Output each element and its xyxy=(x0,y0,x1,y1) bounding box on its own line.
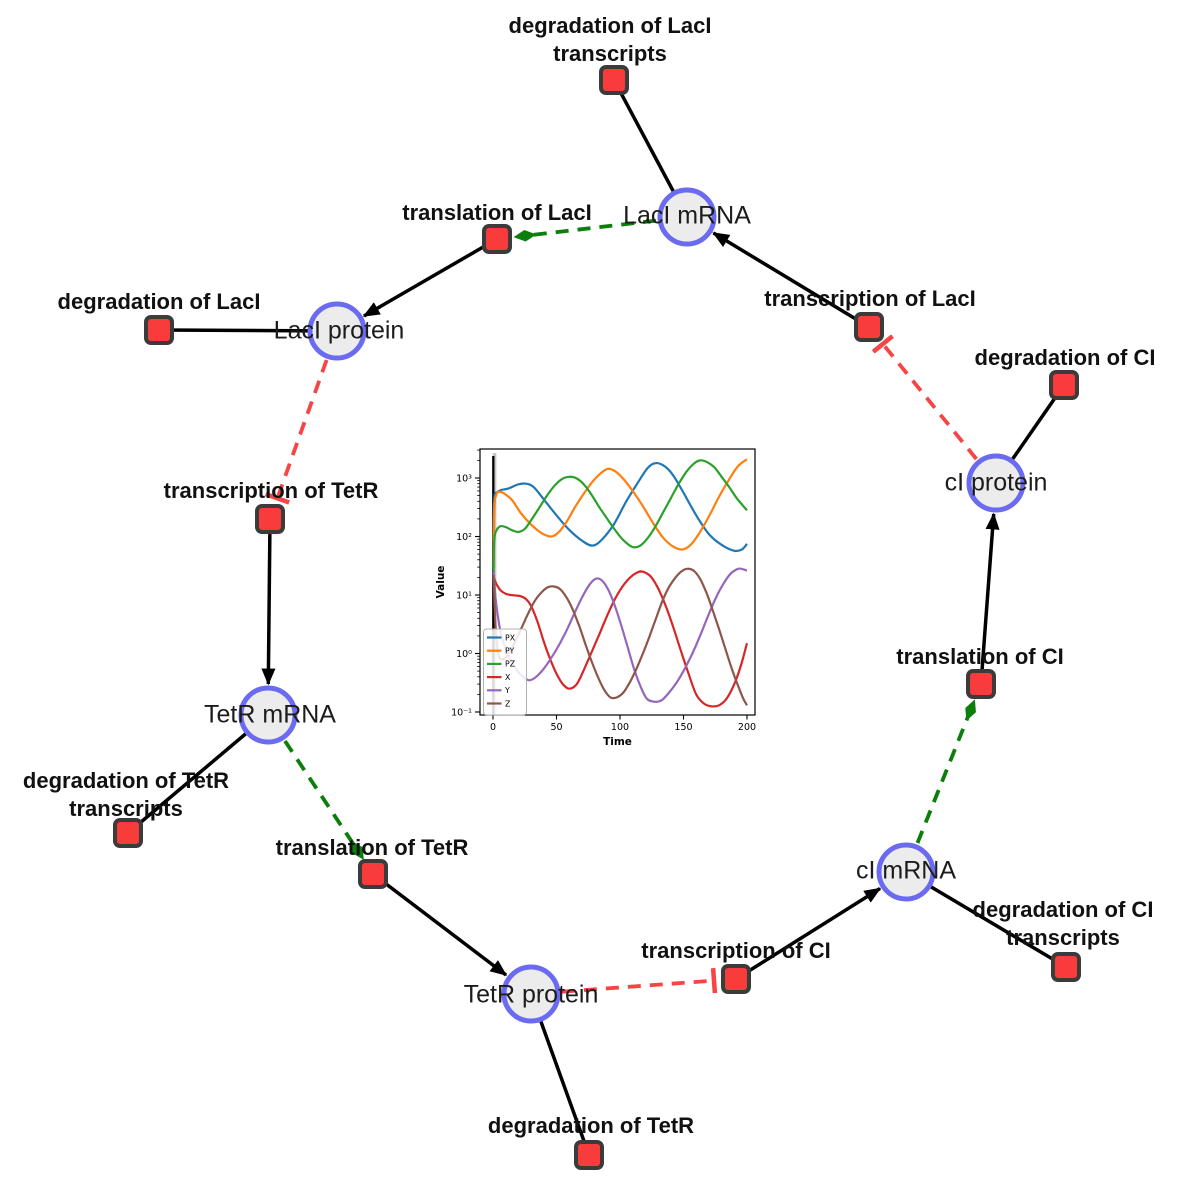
label-transcription-cI: transcription of CI xyxy=(641,938,831,963)
label-deg-lacI: degradation of LacI xyxy=(57,289,261,314)
label-translation-lacI: translation of LacI xyxy=(402,200,592,225)
edge-cI-mRNA-deg-transcripts xyxy=(905,870,1067,969)
label-tetR-protein: TetR protein xyxy=(463,980,599,1009)
label-tetR-mRNA: TetR mRNA xyxy=(204,700,336,729)
label-transcription-lacI: transcription of LacI xyxy=(764,286,976,311)
svg-text:10¹: 10¹ xyxy=(456,591,472,602)
svg-text:Y: Y xyxy=(504,686,510,695)
reaction-node-translation-lacI[interactable] xyxy=(482,224,512,254)
svg-text:10³: 10³ xyxy=(456,474,472,485)
species-node-cI-protein[interactable] xyxy=(966,453,1026,513)
svg-text:PY: PY xyxy=(505,647,515,656)
reaction-node-deg-tetR-transcripts[interactable] xyxy=(113,818,143,848)
label-lacI-protein: LacI protein xyxy=(273,316,405,345)
svg-text:X: X xyxy=(505,673,511,682)
plot-xlabel: Time xyxy=(603,736,632,748)
reaction-node-deg-lacI-transcripts[interactable] xyxy=(599,65,629,95)
species-node-tetR-protein[interactable] xyxy=(501,964,561,1024)
reaction-node-deg-cI[interactable] xyxy=(1049,370,1079,400)
edge-tetR-mRNA-activates-translation xyxy=(283,739,364,860)
svg-text:100: 100 xyxy=(611,722,629,733)
edge-translation-tetR-to-protein xyxy=(371,872,508,977)
label-deg-tetR: degradation of TetR xyxy=(487,1113,695,1138)
label-deg-cI: degradation of CI xyxy=(974,345,1156,370)
label-translation-cI: translation of CI xyxy=(896,644,1064,669)
species-node-lacI-mRNA[interactable] xyxy=(657,187,717,247)
simulation-plot-svg: 0 50 100 150 200 10⁻¹ 10⁰ 10¹ 10² 10³ Time Value PX P… xyxy=(435,448,756,748)
svg-text:0: 0 xyxy=(490,722,496,733)
reaction-node-translation-cI[interactable] xyxy=(966,669,996,699)
edge-translation-lacI-to-protein xyxy=(362,237,498,318)
reaction-node-deg-lacI[interactable] xyxy=(144,315,174,345)
edge-lacI-mRNA-activates-translation xyxy=(513,218,657,242)
plot-series-X xyxy=(492,570,749,708)
reaction-node-translation-tetR[interactable] xyxy=(358,859,388,889)
plot-series-PX xyxy=(492,461,748,553)
label-deg-cI-transcripts: degradation of CI transcripts xyxy=(972,897,1154,950)
label-lacI-mRNA: LacI mRNA xyxy=(623,201,751,230)
reaction-node-deg-tetR[interactable] xyxy=(574,1140,604,1170)
edge-lacI-protein-degradation xyxy=(158,328,338,333)
edge-tetR-mRNA-deg-transcripts xyxy=(126,713,270,835)
plot-series-PZ xyxy=(492,459,748,572)
edge-translation-cI-to-protein xyxy=(979,512,1000,685)
label-translation-tetR: translation of TetR xyxy=(275,835,469,860)
svg-text:Z: Z xyxy=(505,699,510,708)
svg-text:PZ: PZ xyxy=(505,660,515,669)
label-deg-tetR-transcripts: degradation of TetR transcripts xyxy=(22,768,230,821)
label-transcription-tetR: transcription of TetR xyxy=(163,478,379,503)
reaction-node-deg-cI-transcripts[interactable] xyxy=(1051,952,1081,982)
label-deg-lacI-transcripts: degradation of LacI transcripts xyxy=(508,13,712,66)
species-node-tetR-mRNA[interactable] xyxy=(238,685,298,745)
simulation-plot: 0 50 100 150 200 10⁻¹ 10⁰ 10¹ 10² 10³ Time Value PX P… xyxy=(430,425,775,760)
svg-text:PX: PX xyxy=(505,633,516,642)
svg-text:10⁰: 10⁰ xyxy=(456,649,472,660)
reaction-node-transcription-lacI[interactable] xyxy=(854,312,884,342)
label-cI-mRNA: cI mRNA xyxy=(856,856,956,885)
svg-text:10⁻¹: 10⁻¹ xyxy=(451,708,472,719)
label-cI-protein: cI protein xyxy=(944,468,1048,497)
svg-text:150: 150 xyxy=(674,722,692,733)
svg-text:10²: 10² xyxy=(456,532,472,543)
species-node-lacI-protein[interactable] xyxy=(307,301,367,361)
edge-cI-protein-inhibits-transcription-lacI xyxy=(871,334,978,461)
svg-text:50: 50 xyxy=(550,722,562,733)
reaction-node-transcription-cI[interactable] xyxy=(721,964,751,994)
edge-transcription-tetR-to-mRNA xyxy=(261,518,276,686)
edge-lacI-protein-inhibits-transcription-tetR xyxy=(264,359,329,505)
reaction-node-transcription-tetR[interactable] xyxy=(255,504,285,534)
edge-cI-mRNA-activates-translation xyxy=(915,699,976,844)
edge-transcription-cI-to-mRNA xyxy=(735,887,882,981)
edge-transcription-lacI-to-mRNA xyxy=(712,231,870,329)
svg-text:200: 200 xyxy=(738,722,756,733)
species-node-cI-mRNA[interactable] xyxy=(876,842,936,902)
plot-ylabel: Value xyxy=(435,566,447,599)
edge-tetR-protein-inhibits-transcription-cI xyxy=(561,967,718,994)
plot-series-PY xyxy=(492,458,748,568)
